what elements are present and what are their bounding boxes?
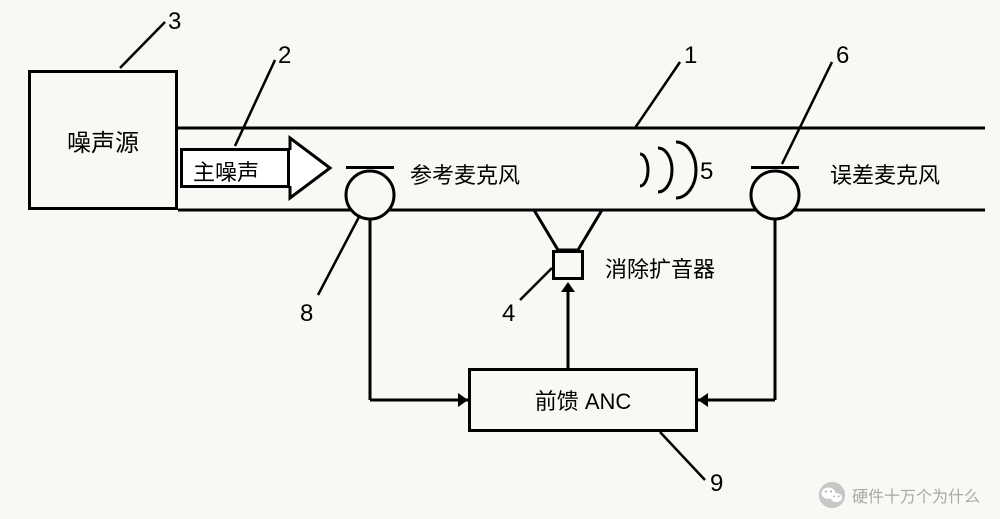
speaker-label: 消除扩音器 xyxy=(605,252,715,284)
error-mic-tbar xyxy=(751,166,799,169)
error-mic-label: 误差麦克风 xyxy=(830,158,940,190)
num-label-3: 3 xyxy=(168,8,181,36)
anc-box: 前馈 ANC xyxy=(468,368,698,432)
num-label-6: 6 xyxy=(836,42,849,70)
ref-mic-label: 参考麦克风 xyxy=(410,158,520,190)
num-label-8: 8 xyxy=(300,300,313,328)
footer-text: 硬件十万个为什么 xyxy=(852,483,980,507)
diagram-root: 噪声源 主噪声 前馈 ANC 参考麦克风 误差麦克风 消除扩音器 1 2 3 4… xyxy=(0,0,1000,519)
wechat-icon xyxy=(818,481,846,509)
num-label-5: 5 xyxy=(700,158,713,186)
num-label-1: 1 xyxy=(684,42,697,70)
ref-mic-tbar xyxy=(346,166,394,169)
num-label-4: 4 xyxy=(502,300,515,328)
num-label-2: 2 xyxy=(278,42,291,70)
noise-source-box: 噪声源 xyxy=(28,70,178,210)
footer-watermark: 硬件十万个为什么 xyxy=(818,481,980,509)
speaker-box xyxy=(552,250,584,280)
num-label-9: 9 xyxy=(710,470,723,498)
anc-label: 前馈 ANC xyxy=(535,384,632,416)
noise-source-label: 噪声源 xyxy=(67,123,139,158)
main-noise-label: 主噪声 xyxy=(193,155,259,187)
main-noise-arrow-body: 主噪声 xyxy=(180,148,290,188)
